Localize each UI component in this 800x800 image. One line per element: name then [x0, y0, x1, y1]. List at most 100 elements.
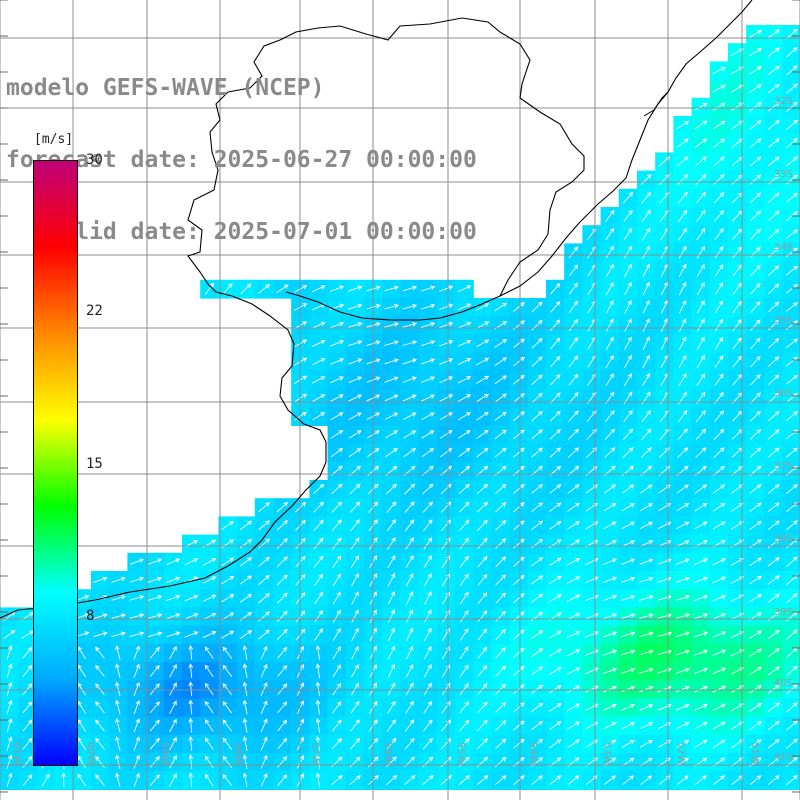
wind-arrow	[694, 703, 708, 711]
wind-arrow	[695, 410, 706, 423]
wind-arrow	[149, 701, 160, 714]
wind-arrow	[694, 576, 709, 584]
wind-arrow	[696, 318, 705, 332]
wind-arrow	[750, 355, 761, 368]
latitude-label: 34S	[774, 242, 793, 253]
wind-arrow	[750, 210, 761, 222]
wind-arrow	[459, 701, 470, 714]
wind-arrow	[623, 245, 632, 259]
wind-arrow	[133, 736, 140, 751]
wind-arrow	[387, 645, 395, 660]
wind-arrow	[423, 664, 432, 678]
wind-arrow	[315, 736, 321, 751]
wind-arrow	[548, 630, 562, 639]
wind-arrow	[149, 646, 160, 659]
wind-arrow	[786, 665, 798, 677]
wind-arrow	[621, 739, 635, 748]
wind-arrow	[276, 520, 288, 531]
wind-arrow	[531, 502, 544, 513]
wind-arrow	[767, 47, 780, 57]
wind-arrow	[221, 630, 235, 639]
wind-arrow	[477, 537, 488, 550]
wind-arrow	[204, 755, 214, 769]
wind-arrow	[95, 737, 105, 750]
wind-arrow	[712, 721, 726, 730]
wind-arrow	[458, 775, 471, 786]
wind-arrow	[603, 576, 618, 584]
wind-arrow	[332, 609, 341, 623]
wind-arrow	[676, 721, 690, 730]
wind-arrow	[404, 483, 416, 495]
wind-arrow	[314, 573, 324, 587]
wind-arrow	[349, 775, 361, 786]
wind-arrow	[567, 721, 581, 730]
wind-arrow	[712, 102, 726, 111]
wind-arrow	[188, 717, 194, 733]
wind-arrow	[277, 756, 288, 768]
wind-arrow	[642, 318, 650, 332]
wind-arrow	[603, 521, 617, 530]
wind-arrow	[93, 613, 108, 619]
latitude-label: 40S	[774, 678, 793, 689]
wind-arrow	[459, 682, 469, 696]
wind-arrow	[696, 245, 705, 259]
wind-arrow	[694, 120, 708, 130]
wind-arrow	[129, 613, 145, 619]
wind-arrow	[348, 358, 363, 365]
wind-arrow	[260, 718, 268, 733]
wind-arrow	[749, 703, 762, 712]
wind-arrow	[749, 666, 763, 676]
wind-arrow	[129, 595, 145, 601]
wind-arrow	[785, 302, 798, 312]
wind-arrow	[115, 663, 121, 678]
wind-arrow	[549, 721, 562, 731]
colorbar-tick-22: 22	[86, 303, 103, 319]
wind-arrow	[605, 245, 614, 259]
wind-arrow	[133, 700, 140, 715]
wind-arrow	[406, 627, 414, 642]
wind-arrow	[676, 739, 690, 748]
wind-arrow	[623, 191, 634, 204]
wind-arrow	[678, 245, 687, 259]
wind-arrow	[95, 719, 105, 732]
wind-arrow	[276, 574, 288, 586]
longitude-labels: 61W 60W 59W 58W 57W 56W 55W 54W 53W 52W 51W	[11, 742, 760, 765]
wind-arrow	[513, 720, 525, 731]
wind-arrow	[530, 630, 544, 640]
wind-arrow	[204, 700, 214, 714]
wind-arrow	[767, 738, 780, 749]
wind-arrow	[549, 739, 562, 749]
wind-arrow	[477, 683, 488, 695]
wind-arrow	[694, 102, 708, 111]
wind-arrow	[258, 611, 270, 622]
wind-arrow	[767, 174, 780, 185]
wind-arrow	[786, 702, 798, 713]
wind-arrow	[495, 556, 507, 568]
wind-arrow	[387, 700, 396, 714]
wind-arrow	[550, 374, 561, 386]
wind-arrow	[713, 156, 725, 167]
wind-arrow	[387, 664, 396, 678]
wind-arrow	[676, 156, 689, 167]
wind-arrow	[477, 628, 488, 641]
wind-arrow	[77, 646, 87, 660]
wind-arrow	[786, 119, 798, 130]
wind-arrow	[242, 754, 248, 770]
wind-arrow	[258, 520, 270, 531]
wind-arrow	[621, 576, 636, 583]
wind-arrow	[750, 228, 761, 240]
wind-arrow	[767, 101, 780, 112]
wind-arrow	[311, 321, 326, 329]
wind-arrow	[330, 394, 344, 402]
latitude-label: 41S	[774, 752, 793, 763]
wind-arrow	[277, 774, 288, 786]
wind-arrow	[750, 319, 761, 331]
wind-arrow	[567, 703, 581, 712]
wind-arrow	[786, 47, 798, 58]
wind-arrow	[675, 613, 691, 619]
wind-arrow	[313, 537, 324, 550]
wind-arrow	[531, 338, 543, 349]
wind-arrow	[495, 628, 506, 641]
wind-arrow	[568, 246, 579, 259]
wind-arrow	[93, 576, 108, 583]
